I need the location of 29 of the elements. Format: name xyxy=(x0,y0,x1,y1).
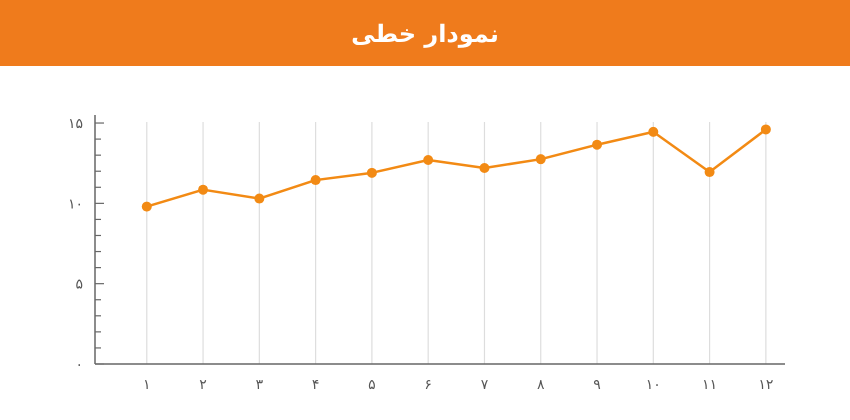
x-tick-label: ۱۰ xyxy=(646,377,661,393)
x-tick-label: ۶ xyxy=(424,377,432,393)
chart-title: نمودار خطی xyxy=(351,20,499,48)
point xyxy=(704,167,715,178)
y-tick-label: ۱۰ xyxy=(68,196,83,212)
point xyxy=(198,184,208,195)
point xyxy=(592,140,602,150)
x-tick-label: ۷ xyxy=(480,377,489,393)
y-tick-label: ۱۵ xyxy=(68,116,83,132)
x-tick-label: ۸ xyxy=(536,377,545,393)
point xyxy=(536,154,546,164)
point xyxy=(254,194,264,204)
point xyxy=(648,126,658,137)
point xyxy=(310,175,321,186)
point xyxy=(760,124,771,134)
x-tick-label: ۴ xyxy=(312,377,320,393)
point xyxy=(142,202,152,212)
x-tick-label: ۱ xyxy=(143,377,151,393)
point xyxy=(366,168,377,178)
point xyxy=(479,163,490,174)
x-tick-label: ۳ xyxy=(256,377,264,393)
y-tick-label: ۵ xyxy=(75,276,83,293)
x-tick-label: ۱۲ xyxy=(758,377,774,393)
x-tick-label: ۵ xyxy=(368,377,376,393)
x-tick-label: ۲ xyxy=(199,377,207,393)
x-tick-label: ۹ xyxy=(593,377,601,393)
y-tick-label: ۰ xyxy=(75,357,83,373)
point xyxy=(423,154,434,165)
x-tick-label: ۱۱ xyxy=(702,377,718,393)
